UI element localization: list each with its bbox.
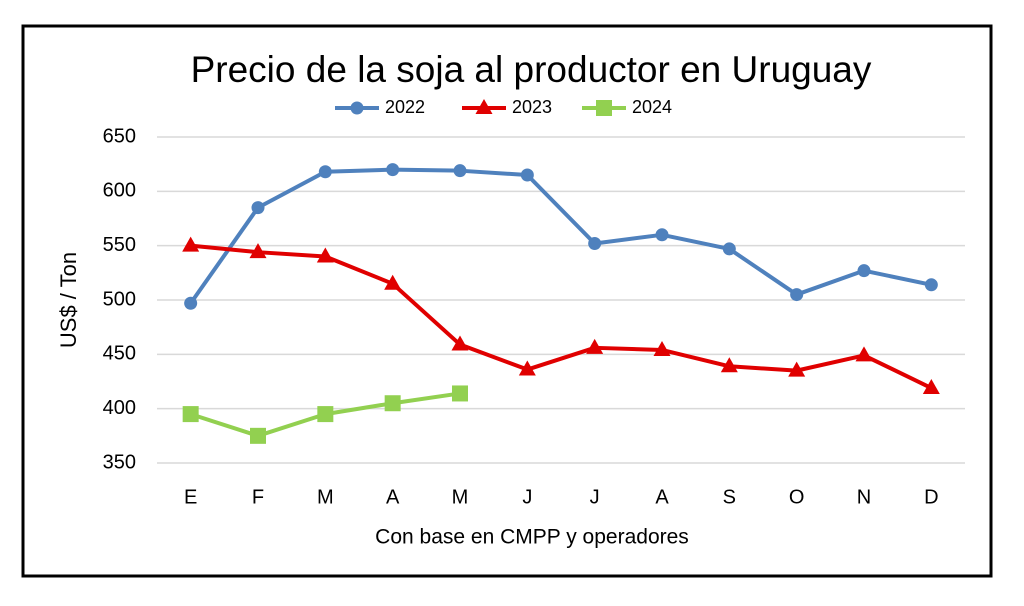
x-tick-label: J [590, 486, 600, 508]
marker [790, 288, 804, 302]
series-line [190, 243, 933, 390]
legend-label: 2024 [632, 97, 672, 117]
marker [182, 236, 200, 252]
marker [857, 264, 871, 278]
y-tick-label: 500 [103, 288, 136, 310]
marker [520, 168, 534, 182]
y-axis-label: US$ / Ton [56, 252, 81, 348]
marker [453, 164, 467, 178]
marker [250, 427, 266, 444]
chart-title: Precio de la soja al productor en Urugua… [191, 49, 872, 90]
marker [384, 395, 401, 412]
marker [924, 278, 938, 292]
series-line [189, 167, 932, 305]
y-tick-label: 400 [103, 397, 136, 419]
x-tick-label: J [522, 486, 532, 508]
x-tick-label: D [924, 486, 938, 508]
marker [318, 165, 332, 179]
legend-marker [596, 100, 612, 116]
marker [722, 242, 736, 256]
marker [386, 163, 400, 177]
marker [518, 360, 536, 376]
x-tick-label: F [252, 486, 264, 508]
y-tick-label: 650 [103, 125, 136, 147]
marker [184, 296, 198, 310]
marker [855, 346, 873, 362]
y-tick-label: 600 [103, 180, 136, 202]
x-axis-label: Con base en CMPP y operadores [375, 526, 689, 549]
marker [317, 406, 334, 423]
x-tick-label: E [184, 486, 197, 508]
y-tick-label: 450 [103, 343, 136, 365]
marker [251, 201, 265, 215]
marker [588, 236, 602, 250]
marker [316, 247, 334, 263]
marker [249, 243, 267, 259]
legend-marker [475, 99, 493, 114]
marker [586, 338, 604, 354]
legend-marker [350, 101, 364, 115]
marker [922, 379, 940, 395]
chart-border [21, 24, 993, 578]
x-tick-label: S [723, 486, 736, 508]
x-tick-label: O [789, 486, 805, 508]
marker [182, 406, 199, 423]
marker [452, 385, 468, 402]
marker [384, 274, 402, 290]
marker [451, 335, 469, 351]
y-tick-label: 350 [103, 451, 136, 473]
legend-label: 2023 [512, 97, 552, 117]
marker [788, 361, 806, 377]
x-tick-label: N [857, 486, 871, 508]
marker [720, 357, 738, 373]
y-tick-label: 550 [103, 234, 136, 256]
x-tick-label: A [386, 486, 400, 508]
marker [653, 340, 671, 356]
x-tick-label: A [655, 486, 669, 508]
marker [655, 228, 669, 242]
x-tick-label: M [317, 486, 334, 508]
x-tick-label: M [452, 486, 469, 508]
legend-label: 2022 [385, 97, 425, 117]
